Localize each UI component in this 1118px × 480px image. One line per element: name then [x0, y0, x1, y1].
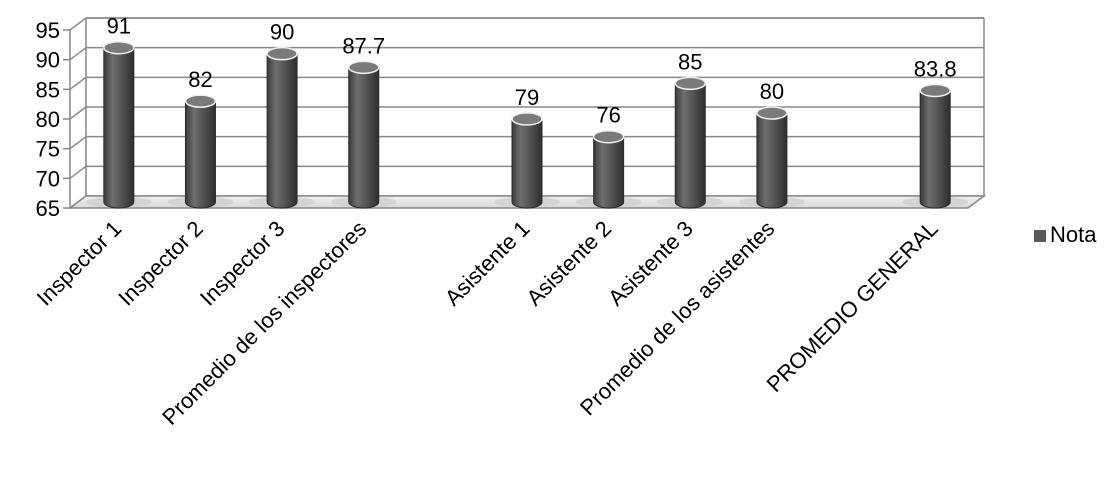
bar-body [593, 136, 625, 209]
y-tick-label: 85 [36, 77, 60, 102]
bar [575, 129, 642, 209]
bar-cap [266, 46, 298, 61]
bar [657, 76, 724, 209]
legend-swatch [1034, 230, 1046, 242]
data-label: 91 [107, 14, 131, 39]
gridline-depth [69, 76, 87, 90]
x-category-label: Asistente 2 [522, 216, 617, 311]
bar [738, 106, 805, 209]
bar [249, 46, 316, 209]
bar-body [919, 89, 951, 209]
bar-cap [674, 76, 707, 91]
legend: Nota [1034, 222, 1097, 247]
gridline-depth [69, 165, 87, 179]
y-tick-label: 70 [36, 166, 60, 191]
data-label: 85 [678, 49, 702, 74]
y-axis: 65 70 75 80 85 90 95 [36, 18, 87, 221]
data-label: 83.8 [914, 56, 957, 81]
bar-body [756, 112, 788, 209]
data-label: 87.7 [342, 33, 385, 58]
bar-body [184, 100, 216, 209]
bar-cap [184, 94, 217, 108]
y-tick-label: 75 [36, 137, 60, 162]
bar-body [348, 66, 380, 209]
bar-cap [103, 40, 135, 55]
data-label: 79 [515, 85, 539, 110]
y-tick-label: 65 [36, 196, 60, 221]
bar-body [674, 82, 706, 209]
data-label: 82 [188, 67, 212, 92]
gridline-depth [69, 136, 87, 150]
x-category-label: Inspector 2 [113, 216, 208, 311]
gridline-depth [69, 106, 87, 120]
data-label: 80 [760, 79, 784, 104]
y-tick-label: 95 [36, 18, 60, 43]
x-category-label: PROMEDIO GENERAL [762, 216, 943, 397]
bar-body [511, 118, 543, 209]
bar [330, 60, 397, 209]
data-label: 76 [596, 103, 620, 128]
bars [85, 40, 969, 209]
bar [902, 83, 969, 209]
legend-label: Nota [1050, 222, 1097, 247]
bar [85, 40, 152, 209]
data-labels: 91 82 90 87.7 79 76 85 80 83.8 [107, 14, 957, 128]
bar [494, 112, 560, 209]
data-label: 90 [270, 20, 294, 45]
bar-cap [347, 60, 380, 75]
x-category-label: Inspector 1 [32, 216, 127, 311]
gridline-depth [69, 47, 87, 61]
x-category-label: Asistente 1 [440, 216, 535, 311]
bar-cap [919, 83, 951, 98]
bar-cap [592, 129, 625, 144]
bar-cap [511, 112, 543, 126]
bar [167, 94, 234, 209]
bar-body [103, 47, 135, 209]
bar-body [266, 53, 298, 209]
gridline-depth [69, 17, 87, 31]
y-tick-label: 80 [36, 107, 60, 132]
bar-cap [756, 106, 788, 120]
y-tick-label: 90 [36, 48, 60, 73]
